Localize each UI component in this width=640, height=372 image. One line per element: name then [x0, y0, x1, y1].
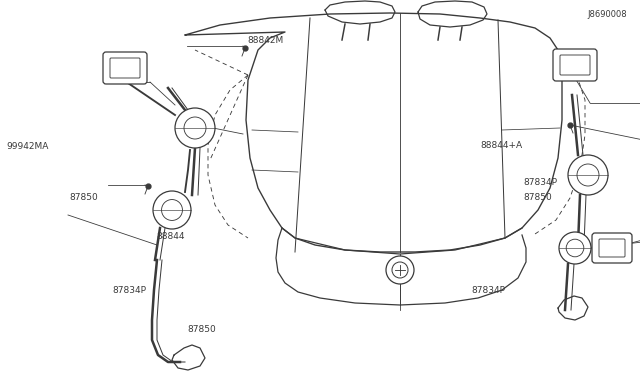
FancyBboxPatch shape	[110, 58, 140, 78]
Circle shape	[386, 256, 414, 284]
Text: 88842M: 88842M	[248, 36, 284, 45]
Text: 88844: 88844	[157, 232, 186, 241]
FancyBboxPatch shape	[103, 52, 147, 84]
Circle shape	[577, 164, 599, 186]
FancyBboxPatch shape	[599, 239, 625, 257]
Circle shape	[184, 117, 206, 139]
FancyBboxPatch shape	[553, 49, 597, 81]
Circle shape	[161, 199, 182, 221]
Text: 87834P: 87834P	[524, 178, 557, 187]
Circle shape	[566, 239, 584, 257]
Circle shape	[568, 155, 608, 195]
Text: J8690008: J8690008	[588, 10, 627, 19]
Text: 87850: 87850	[69, 193, 98, 202]
Text: 87834P: 87834P	[471, 286, 505, 295]
Text: 88844+A: 88844+A	[480, 141, 522, 150]
Circle shape	[392, 262, 408, 278]
FancyBboxPatch shape	[560, 55, 590, 75]
Circle shape	[175, 108, 215, 148]
Text: 99942MA: 99942MA	[6, 142, 49, 151]
Text: 87850: 87850	[524, 193, 552, 202]
Text: 87834P: 87834P	[112, 286, 146, 295]
Circle shape	[559, 232, 591, 264]
FancyBboxPatch shape	[592, 233, 632, 263]
Text: 87850: 87850	[187, 325, 216, 334]
Circle shape	[153, 191, 191, 229]
